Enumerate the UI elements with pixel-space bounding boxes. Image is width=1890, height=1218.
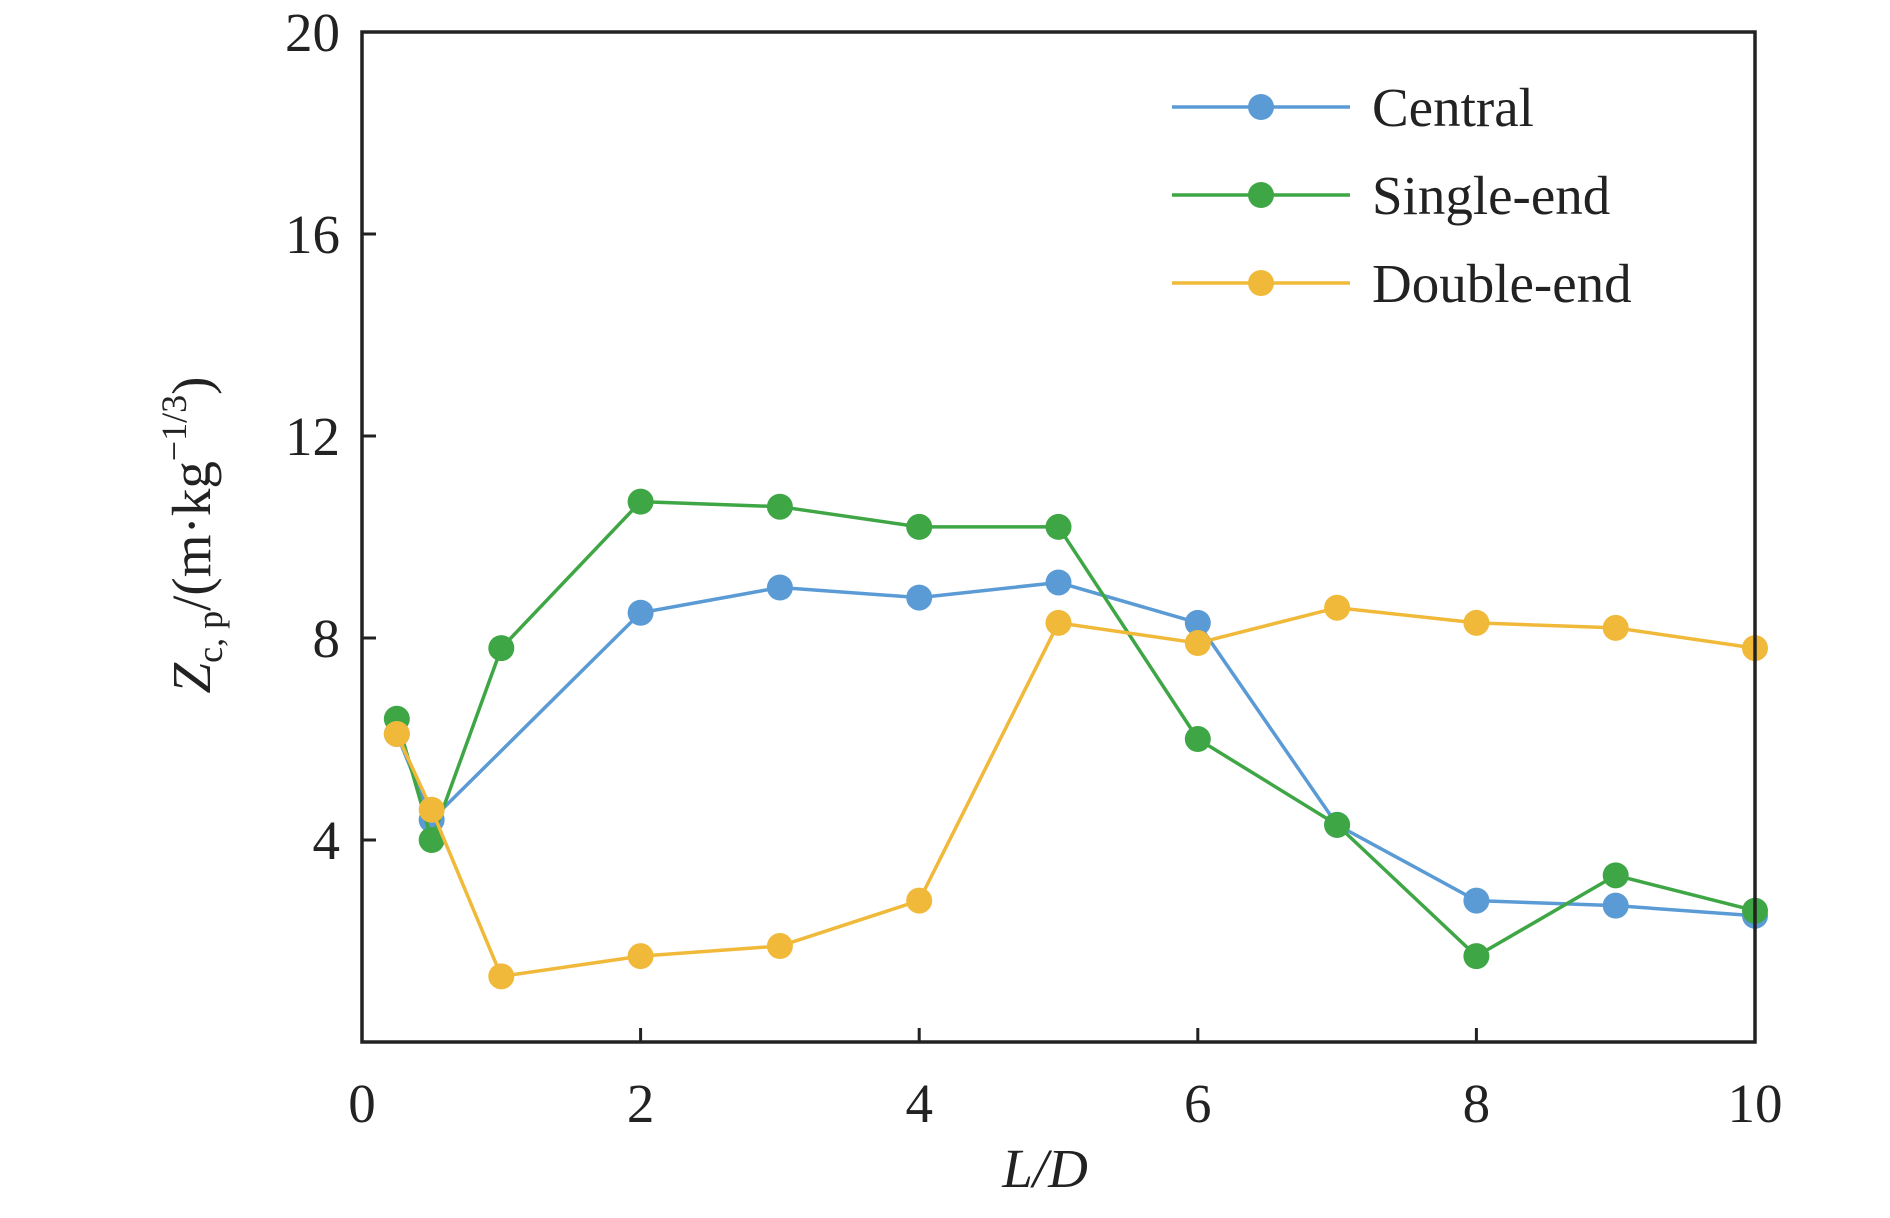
- y-axis-title-unit: /(m·kg: [161, 461, 222, 611]
- data-point-single-end: [906, 513, 933, 540]
- data-point-single-end: [1324, 811, 1351, 838]
- data-point-single-end: [766, 493, 793, 520]
- data-point-central: [1184, 609, 1211, 636]
- data-point-double-end: [418, 796, 445, 823]
- x-axis-title: L/D: [1001, 1138, 1088, 1199]
- data-point-central: [1602, 892, 1629, 919]
- x-tick-label: 2: [627, 1073, 655, 1134]
- data-point-double-end: [1463, 609, 1490, 636]
- data-point-double-end: [383, 720, 410, 747]
- y-tick-label: 4: [313, 810, 341, 871]
- series-line-single-end: [395, 499, 1756, 958]
- data-point-single-end: [1045, 513, 1072, 540]
- data-point-single-end: [1602, 862, 1629, 889]
- data-point-double-end: [488, 963, 515, 990]
- x-tick-label: 4: [905, 1073, 933, 1134]
- series-line-central: [395, 580, 1756, 918]
- y-axis-title-unit-exponent: −1/3: [154, 395, 194, 461]
- data-point-single-end: [627, 488, 654, 515]
- x-tick-label: 6: [1184, 1073, 1212, 1134]
- y-axis-title-subscript: c, p: [190, 611, 230, 663]
- data-point-double-end: [1602, 614, 1629, 641]
- ticks-layer: 0 2 4 6 8 10 4 8 12 16 20: [285, 2, 1783, 1134]
- data-point-central: [1463, 887, 1490, 914]
- legend-marker-single-end: [1248, 182, 1274, 208]
- x-tick-label: 10: [1728, 1073, 1783, 1134]
- data-point-double-end: [627, 943, 654, 970]
- legend-marker-double-end: [1248, 270, 1274, 296]
- data-point-central: [766, 574, 793, 601]
- data-point-single-end: [418, 827, 445, 853]
- series-line-double-end: [395, 605, 1756, 979]
- data-point-single-end: [488, 635, 515, 662]
- legend: Central Single-end Double-end: [1172, 77, 1632, 314]
- data-point-single-end: [1463, 943, 1490, 970]
- legend-label-double-end: Double-end: [1372, 253, 1632, 314]
- y-tick-label: 12: [285, 406, 340, 467]
- legend-label-central: Central: [1372, 77, 1534, 138]
- legend-label-single-end: Single-end: [1372, 165, 1610, 226]
- data-point-double-end: [906, 887, 933, 914]
- y-axis-title-symbol: Z: [161, 661, 222, 693]
- data-point-central: [1045, 569, 1072, 596]
- x-tick-label: 8: [1463, 1073, 1491, 1134]
- y-axis-title: Zc, p/(m·kg−1/3): [154, 377, 230, 694]
- data-point-double-end: [1324, 594, 1351, 621]
- y-tick-label: 8: [313, 608, 341, 669]
- y-axis-title-unit-close: ): [161, 377, 222, 395]
- legend-marker-central: [1248, 94, 1274, 120]
- data-point-double-end: [1184, 630, 1211, 657]
- data-point-double-end: [766, 933, 793, 960]
- y-tick-label: 16: [285, 204, 340, 265]
- plot-frame: [360, 30, 1757, 1044]
- x-tick-label: 0: [348, 1073, 376, 1134]
- series-layer: [383, 488, 1768, 990]
- data-point-single-end: [1184, 726, 1211, 752]
- data-point-central: [906, 584, 933, 611]
- data-point-double-end: [1045, 609, 1072, 636]
- data-point-central: [627, 599, 654, 626]
- y-tick-label: 20: [285, 2, 340, 63]
